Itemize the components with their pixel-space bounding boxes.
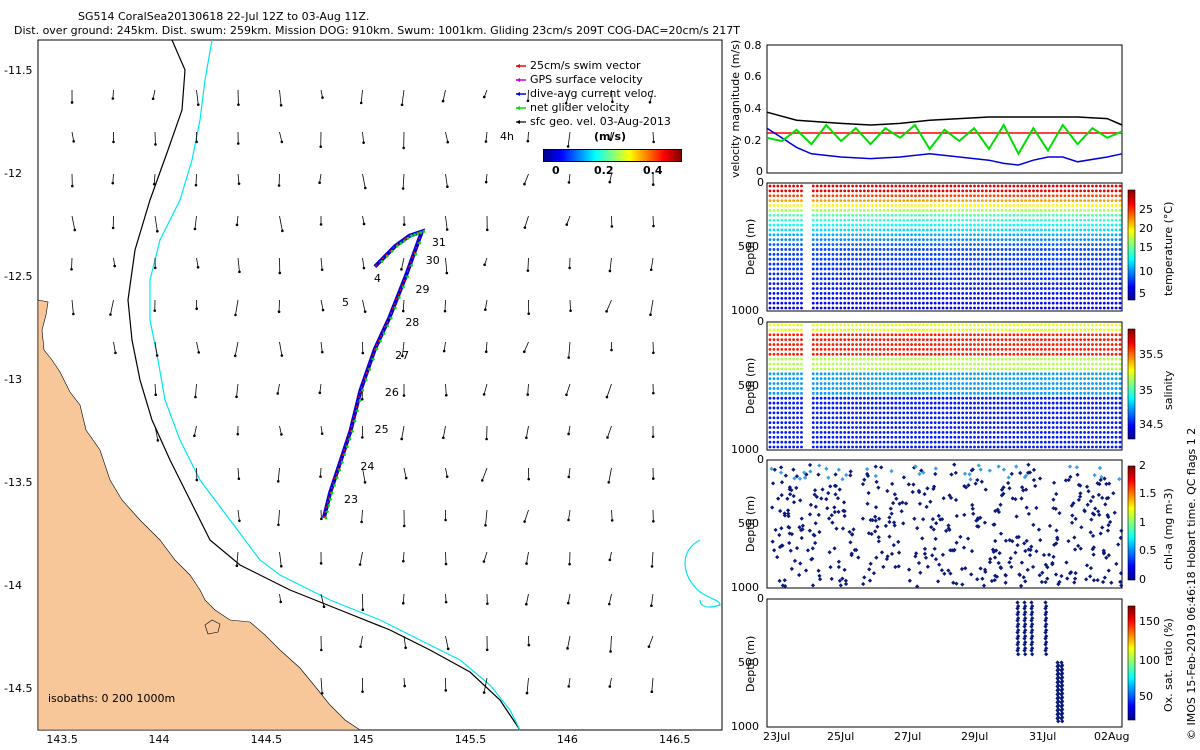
track-net-marker: [356, 409, 359, 413]
track-net-marker: [414, 252, 418, 256]
track-net-marker: [422, 230, 426, 233]
track-net-marker: [329, 497, 332, 501]
legend-net-swatch: [516, 106, 526, 110]
track-net-marker: [379, 339, 382, 343]
track-net-marker: [389, 316, 393, 320]
track-net-marker: [410, 234, 414, 238]
track-net-marker: [364, 378, 368, 382]
colorbar-tick-02: 0.2: [594, 164, 614, 177]
legend-swim: 25cm/s swim vector: [530, 59, 641, 72]
label-5: 5: [342, 296, 349, 309]
track-net-marker: [358, 399, 362, 402]
track-net-marker: [375, 347, 379, 351]
day-label: 23: [344, 493, 359, 507]
track-net-marker: [340, 460, 344, 464]
legend-4h: 4h: [500, 130, 514, 143]
colorbar-tick-04: 0.4: [643, 164, 663, 177]
track-net-marker: [403, 239, 406, 243]
map-x-tick: 146.5: [658, 733, 691, 746]
map-x-tick: 146: [556, 733, 578, 746]
day-label: 27: [395, 349, 410, 363]
day-label: 25: [374, 423, 389, 437]
track-net-marker: [368, 368, 372, 371]
colorbar-title: (m/s): [594, 130, 627, 143]
track-net-marker: [371, 357, 375, 361]
map-speed-colorbar: [543, 149, 682, 162]
track-net-marker: [380, 260, 384, 263]
map-x-tick: 143.5: [46, 733, 78, 746]
legend-swim-swatch: [516, 64, 526, 68]
map-y-tick: -14: [4, 578, 22, 592]
track-net-marker: [324, 516, 328, 520]
track-net-marker: [386, 324, 390, 328]
track-net-marker: [413, 233, 417, 237]
legend-gps: GPS surface velocity: [530, 73, 643, 86]
legend-geo-swatch: [516, 120, 526, 124]
day-label: 29: [415, 283, 430, 297]
track-net-marker: [406, 236, 410, 240]
track-net-marker: [418, 241, 422, 245]
track-net-marker: [416, 232, 420, 236]
track-net-marker: [350, 429, 354, 433]
legend-swatches: [516, 64, 526, 124]
track-net-marker: [361, 388, 365, 392]
track-net-marker: [325, 510, 329, 514]
day-label: 31: [431, 235, 446, 249]
track-net-marker: [343, 453, 347, 456]
track-net-marker: [406, 275, 409, 279]
legend-dac-swatch: [516, 92, 526, 96]
legend-geo: sfc geo. vel. 03-Aug-2013: [530, 115, 671, 128]
day-label: 28: [405, 316, 420, 330]
map-y-tick: -12.5: [4, 269, 33, 283]
track-net-marker: [390, 249, 394, 253]
map-x-tick: 144: [148, 733, 170, 746]
map-y-tick: -13.5: [4, 475, 33, 489]
map-y-tick: -12: [4, 166, 22, 180]
legend-gps-swatch: [516, 78, 526, 82]
legend-dac: dive-avg current veloc.: [530, 87, 657, 100]
day-label: 24: [360, 460, 375, 474]
track-net-marker: [419, 231, 423, 234]
track-net-marker: [327, 504, 331, 507]
label-4: 4: [374, 272, 381, 285]
track-net-marker: [397, 296, 401, 299]
track-net-marker: [345, 445, 349, 449]
legend-net: net glider velocity: [530, 101, 630, 114]
track-net-marker: [348, 437, 352, 441]
isobath-note: isobaths: 0 200 1000m: [48, 692, 176, 705]
track-net-marker: [335, 476, 339, 480]
track-net-marker: [353, 419, 357, 423]
map-y-tick: -13: [4, 372, 22, 386]
track-net-marker: [338, 468, 342, 472]
map-y-tick: -14.5: [4, 681, 33, 695]
track-net-marker: [330, 491, 334, 495]
track-net-marker: [382, 332, 386, 335]
day-label: 26: [384, 386, 399, 400]
track-net-marker: [333, 484, 336, 487]
map-legend: 25cm/s swim vector GPS surface velocity …: [512, 58, 682, 138]
track-net-marker: [393, 306, 397, 310]
track-net-marker: [399, 241, 403, 245]
map-y-tick: -11.5: [4, 63, 33, 77]
map-x-tick: 144.5: [250, 733, 283, 746]
map-x-tick: 145.5: [454, 733, 487, 746]
track-net-marker: [410, 264, 414, 267]
track-net-marker: [395, 244, 399, 248]
colorbar-tick-0: 0: [552, 164, 560, 177]
track-net-marker: [402, 285, 405, 289]
map-x-tick: 145: [352, 733, 374, 746]
day-label: 30: [425, 254, 440, 268]
track-net-marker: [385, 254, 389, 258]
